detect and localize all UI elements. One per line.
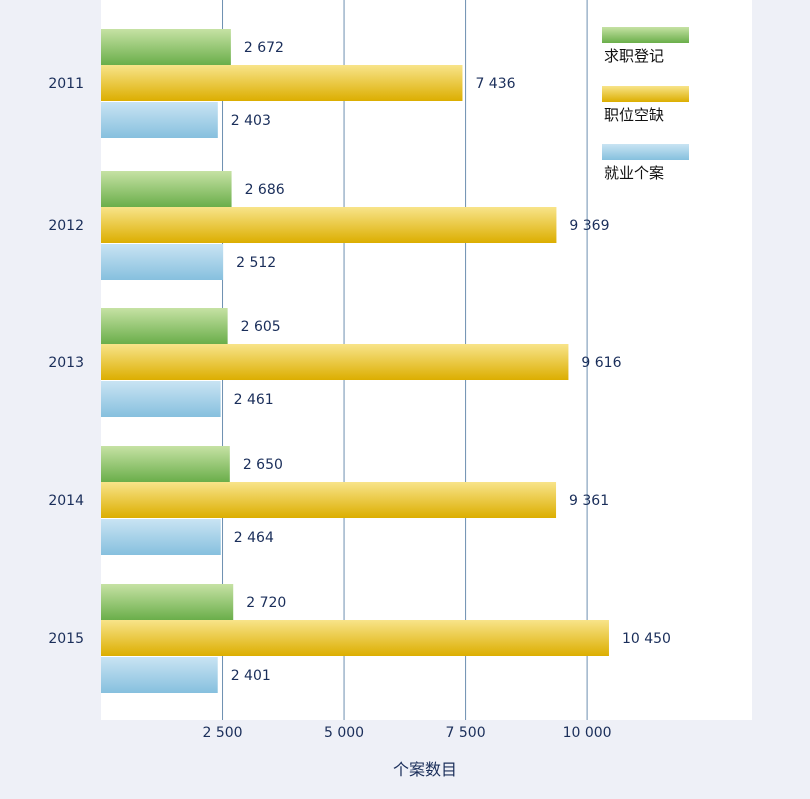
bar [101, 244, 224, 280]
value-label: 10 450 [622, 631, 671, 647]
legend-label: 就业个案 [604, 164, 664, 182]
labels: 2 500 5 000 7 500 10 000 2 672 7 436 2 403 2011… [48, 40, 671, 741]
value-label: 2 686 [245, 182, 285, 198]
category-label: 2012 [48, 218, 84, 234]
category-label: 2014 [48, 493, 84, 509]
legend-swatch [602, 144, 689, 160]
bar [101, 519, 221, 555]
bar [101, 620, 609, 656]
value-label: 2 512 [236, 255, 276, 271]
bar [101, 207, 557, 243]
value-label: 9 369 [569, 218, 609, 234]
category-label: 2013 [48, 355, 84, 371]
value-label: 2 461 [234, 392, 274, 408]
bar [101, 381, 221, 417]
value-label: 2 650 [243, 457, 283, 473]
value-label: 2 464 [234, 530, 274, 546]
bar [101, 29, 231, 65]
value-label: 9 616 [581, 355, 621, 371]
bar [101, 657, 218, 693]
category-label: 2015 [48, 631, 84, 647]
bar [101, 308, 228, 344]
bar [101, 446, 230, 482]
x-tick-label: 5 000 [324, 725, 364, 741]
x-axis-title: 个案数目 [393, 760, 457, 779]
legend-label: 求职登记 [604, 47, 664, 65]
value-label: 2 605 [241, 319, 281, 335]
bar [101, 102, 218, 138]
bars [101, 29, 609, 693]
bar [101, 344, 569, 380]
bar [101, 171, 232, 207]
bar [101, 584, 234, 620]
x-tick-label: 10 000 [563, 725, 612, 741]
category-label: 2011 [48, 76, 84, 92]
value-label: 2 403 [231, 113, 271, 129]
bar [101, 65, 463, 101]
x-tick-label: 2 500 [202, 725, 242, 741]
value-label: 2 720 [246, 595, 286, 611]
legend-label: 职位空缺 [604, 106, 664, 124]
bar [101, 482, 557, 518]
value-label: 9 361 [569, 493, 609, 509]
value-label: 7 436 [475, 76, 515, 92]
legend-swatch [602, 86, 689, 102]
value-label: 2 401 [231, 668, 271, 684]
x-tick-label: 7 500 [446, 725, 486, 741]
value-label: 2 672 [244, 40, 284, 56]
legend-swatch [602, 27, 689, 43]
